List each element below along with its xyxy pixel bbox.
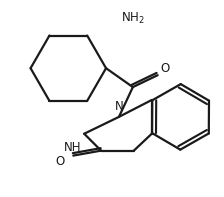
Text: O: O <box>160 62 169 75</box>
Text: NH$_2$: NH$_2$ <box>121 11 145 26</box>
Text: O: O <box>56 155 65 168</box>
Text: NH: NH <box>64 141 81 154</box>
Text: N: N <box>114 100 123 113</box>
